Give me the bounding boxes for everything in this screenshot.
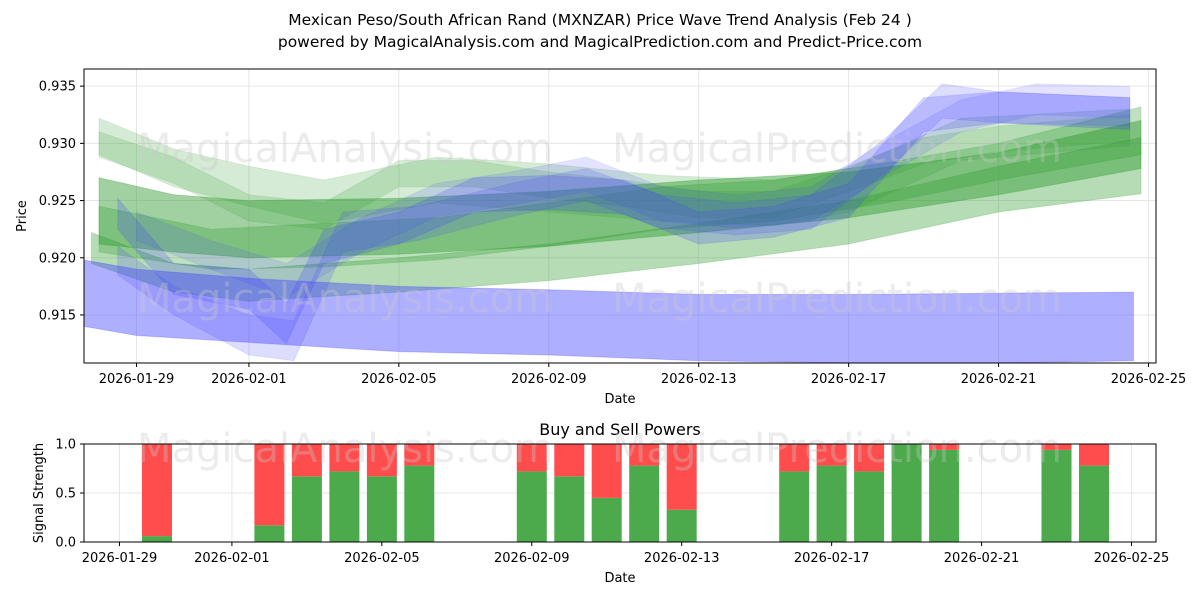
sell-bar [254, 444, 285, 526]
buy-bar [1079, 465, 1109, 542]
price-x-tick-label: 2026-02-17 [811, 372, 887, 387]
power-x-axis-label: Date [604, 571, 635, 586]
sell-bar [854, 444, 885, 472]
price-band-green-wave-2 [91, 137, 1142, 302]
buy-bar [554, 476, 585, 542]
sell-bar [629, 444, 660, 466]
price-y-tick-label: 0.915 [39, 308, 76, 323]
watermark-prediction: MagicalPrediction.com [612, 126, 1062, 172]
power-x-tick-label: 2026-02-09 [494, 551, 570, 566]
price-band-blue-wave-4 [136, 83, 1131, 299]
buy-bar [404, 465, 435, 542]
sell-bar [1079, 444, 1109, 466]
power-x-tick-label: 2026-02-25 [1094, 551, 1170, 566]
buy-bar [666, 509, 697, 542]
watermark-analysis-3: MagicalAnalysis.com [137, 426, 553, 472]
price-panel: MagicalAnalysis.com MagicalPrediction.co… [15, 68, 1187, 407]
watermark-prediction-3: MagicalPrediction.com [612, 426, 1062, 472]
power-y-ticks: 0.0 0.5 1.0 [55, 438, 84, 551]
chart-subtitle: powered by MagicalAnalysis.com and Magic… [277, 33, 923, 51]
power-y-tick-label: 0.0 [55, 536, 76, 551]
sell-bar [404, 444, 435, 466]
buy-bar [891, 444, 922, 542]
price-y-axis-label: Price [15, 200, 30, 232]
sell-bar [516, 444, 547, 472]
sell-bar [929, 444, 960, 450]
price-plot-frame [83, 68, 1157, 364]
price-x-tick-label: 2026-02-05 [361, 372, 437, 387]
power-x-ticks: 2026-01-29 2026-02-01 2026-02-05 2026-02-09… [82, 542, 1170, 566]
buy-bar [254, 525, 285, 542]
sell-bar [142, 444, 172, 537]
power-y-tick-label: 1.0 [55, 438, 76, 453]
price-band-green-wave-4 [98, 108, 1131, 227]
price-series [83, 83, 1142, 364]
sell-bar [291, 444, 322, 477]
price-band-blue-wave-2 [117, 91, 1131, 345]
chart-title: Mexican Peso/South African Rand (MXNZAR)… [288, 11, 912, 29]
sell-bar [591, 444, 622, 498]
price-x-tick-label: 2026-02-25 [1111, 372, 1187, 387]
buy-bar [779, 471, 810, 542]
buy-bar [142, 536, 172, 542]
buy-bar [854, 471, 885, 542]
sell-bar [329, 444, 360, 472]
watermark-analysis-2: MagicalAnalysis.com [137, 276, 553, 322]
power-bars [142, 444, 1109, 542]
power-y-axis-label: Signal Strength [32, 443, 47, 543]
sell-bar [816, 444, 847, 466]
watermark-prediction-2: MagicalPrediction.com [612, 276, 1062, 322]
watermark-analysis: MagicalAnalysis.com [137, 126, 553, 172]
price-x-tick-label: 2026-02-09 [511, 372, 587, 387]
price-x-tick-label: 2026-01-29 [99, 372, 175, 387]
buy-bar [329, 471, 360, 542]
price-band-green-wave-3 [98, 106, 1142, 270]
buy-bar [516, 471, 547, 542]
price-x-tick-label: 2026-02-13 [661, 372, 737, 387]
sell-bar [779, 444, 810, 472]
price-band-blue-wave-1 [83, 259, 1134, 364]
power-x-tick-label: 2026-02-13 [644, 551, 720, 566]
sell-bar [554, 444, 585, 477]
price-y-ticks: 0.915 0.920 0.925 0.930 0.935 [39, 80, 84, 323]
price-y-tick-label: 0.935 [39, 80, 76, 95]
buy-bar [1041, 449, 1072, 542]
buy-bar [629, 465, 660, 542]
buy-bar [291, 476, 322, 542]
price-band-green-wave-5 [98, 114, 1131, 230]
price-band-blue-wave-3 [117, 83, 1131, 362]
buy-bar [929, 449, 960, 542]
price-x-axis-label: Date [604, 392, 635, 407]
price-x-tick-label: 2026-02-01 [211, 372, 287, 387]
power-x-tick-label: 2026-01-29 [82, 551, 158, 566]
price-y-tick-label: 0.930 [39, 137, 76, 152]
power-x-tick-label: 2026-02-17 [794, 551, 870, 566]
price-x-ticks: 2026-01-29 2026-02-01 2026-02-05 2026-02-09… [99, 363, 1187, 387]
price-y-tick-label: 0.925 [39, 194, 76, 209]
price-band-green-wave-1 [98, 120, 1142, 259]
power-x-tick-label: 2026-02-05 [344, 551, 420, 566]
sell-bar [666, 444, 697, 510]
power-x-tick-label: 2026-02-01 [194, 551, 270, 566]
power-x-tick-label: 2026-02-21 [944, 551, 1020, 566]
power-panel: Buy and Sell Powers MagicalAnalysis.com … [32, 420, 1169, 586]
buy-bar [591, 497, 622, 542]
power-y-tick-label: 0.5 [55, 487, 76, 502]
power-title: Buy and Sell Powers [539, 420, 701, 439]
price-grid [84, 69, 1156, 363]
price-y-tick-label: 0.920 [39, 251, 76, 266]
price-x-tick-label: 2026-02-21 [961, 372, 1037, 387]
buy-bar [366, 476, 397, 542]
sell-bar [366, 444, 397, 477]
buy-bar [816, 465, 847, 542]
sell-bar [1041, 444, 1072, 450]
